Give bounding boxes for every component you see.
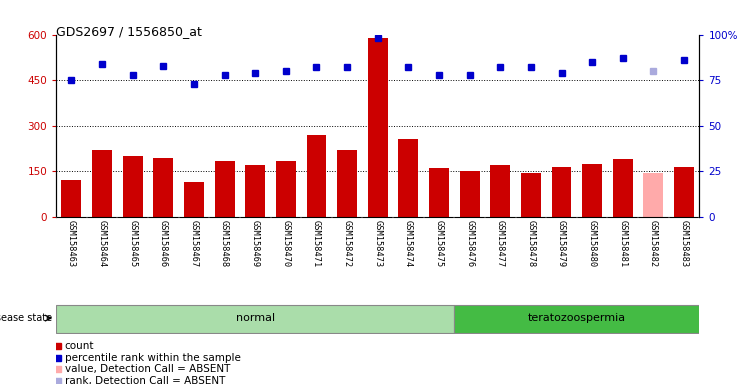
Bar [521,173,541,217]
Text: GSM158469: GSM158469 [251,220,260,267]
Bar [56,305,454,333]
Text: percentile rank within the sample: percentile rank within the sample [64,353,240,363]
Text: GSM158479: GSM158479 [557,220,566,267]
Text: GSM158468: GSM158468 [220,220,229,267]
Bar [674,167,694,217]
Bar [368,38,387,217]
Text: GSM158465: GSM158465 [128,220,137,267]
Bar [153,158,174,217]
Bar [460,171,479,217]
Bar [245,165,265,217]
Bar [61,180,82,217]
Text: GSM158483: GSM158483 [680,220,689,267]
Text: GSM158466: GSM158466 [159,220,168,267]
Bar [399,139,418,217]
Text: GSM158464: GSM158464 [97,220,106,267]
Bar [307,135,326,217]
Bar [215,161,235,217]
Text: GSM158463: GSM158463 [67,220,76,267]
Text: GSM158481: GSM158481 [619,220,628,267]
Text: value, Detection Call = ABSENT: value, Detection Call = ABSENT [64,364,230,374]
Text: normal: normal [236,313,275,323]
Bar [276,161,295,217]
Bar [429,168,449,217]
Bar [184,182,204,217]
Text: GSM158478: GSM158478 [527,220,536,267]
Bar [643,173,663,217]
Text: GSM158475: GSM158475 [435,220,444,267]
Bar [613,159,633,217]
Text: GSM158470: GSM158470 [281,220,290,267]
Text: GSM158480: GSM158480 [588,220,597,267]
Text: teratozoospermia: teratozoospermia [528,313,626,323]
Text: GDS2697 / 1556850_at: GDS2697 / 1556850_at [56,25,202,38]
Bar [551,167,571,217]
Text: GSM158473: GSM158473 [373,220,382,267]
Text: GSM158482: GSM158482 [649,220,658,267]
Text: GSM158474: GSM158474 [404,220,413,267]
Text: GSM158476: GSM158476 [465,220,474,267]
Bar [490,165,510,217]
Text: GSM158471: GSM158471 [312,220,321,267]
Text: disease state: disease state [0,313,52,323]
Text: GSM158467: GSM158467 [189,220,198,267]
Bar [454,305,699,333]
Text: rank, Detection Call = ABSENT: rank, Detection Call = ABSENT [64,376,225,384]
Bar [92,150,112,217]
Bar [123,156,143,217]
Bar [582,164,602,217]
Text: count: count [64,341,94,351]
Text: GSM158472: GSM158472 [343,220,352,267]
Text: GSM158477: GSM158477 [496,220,505,267]
Bar [337,150,357,217]
